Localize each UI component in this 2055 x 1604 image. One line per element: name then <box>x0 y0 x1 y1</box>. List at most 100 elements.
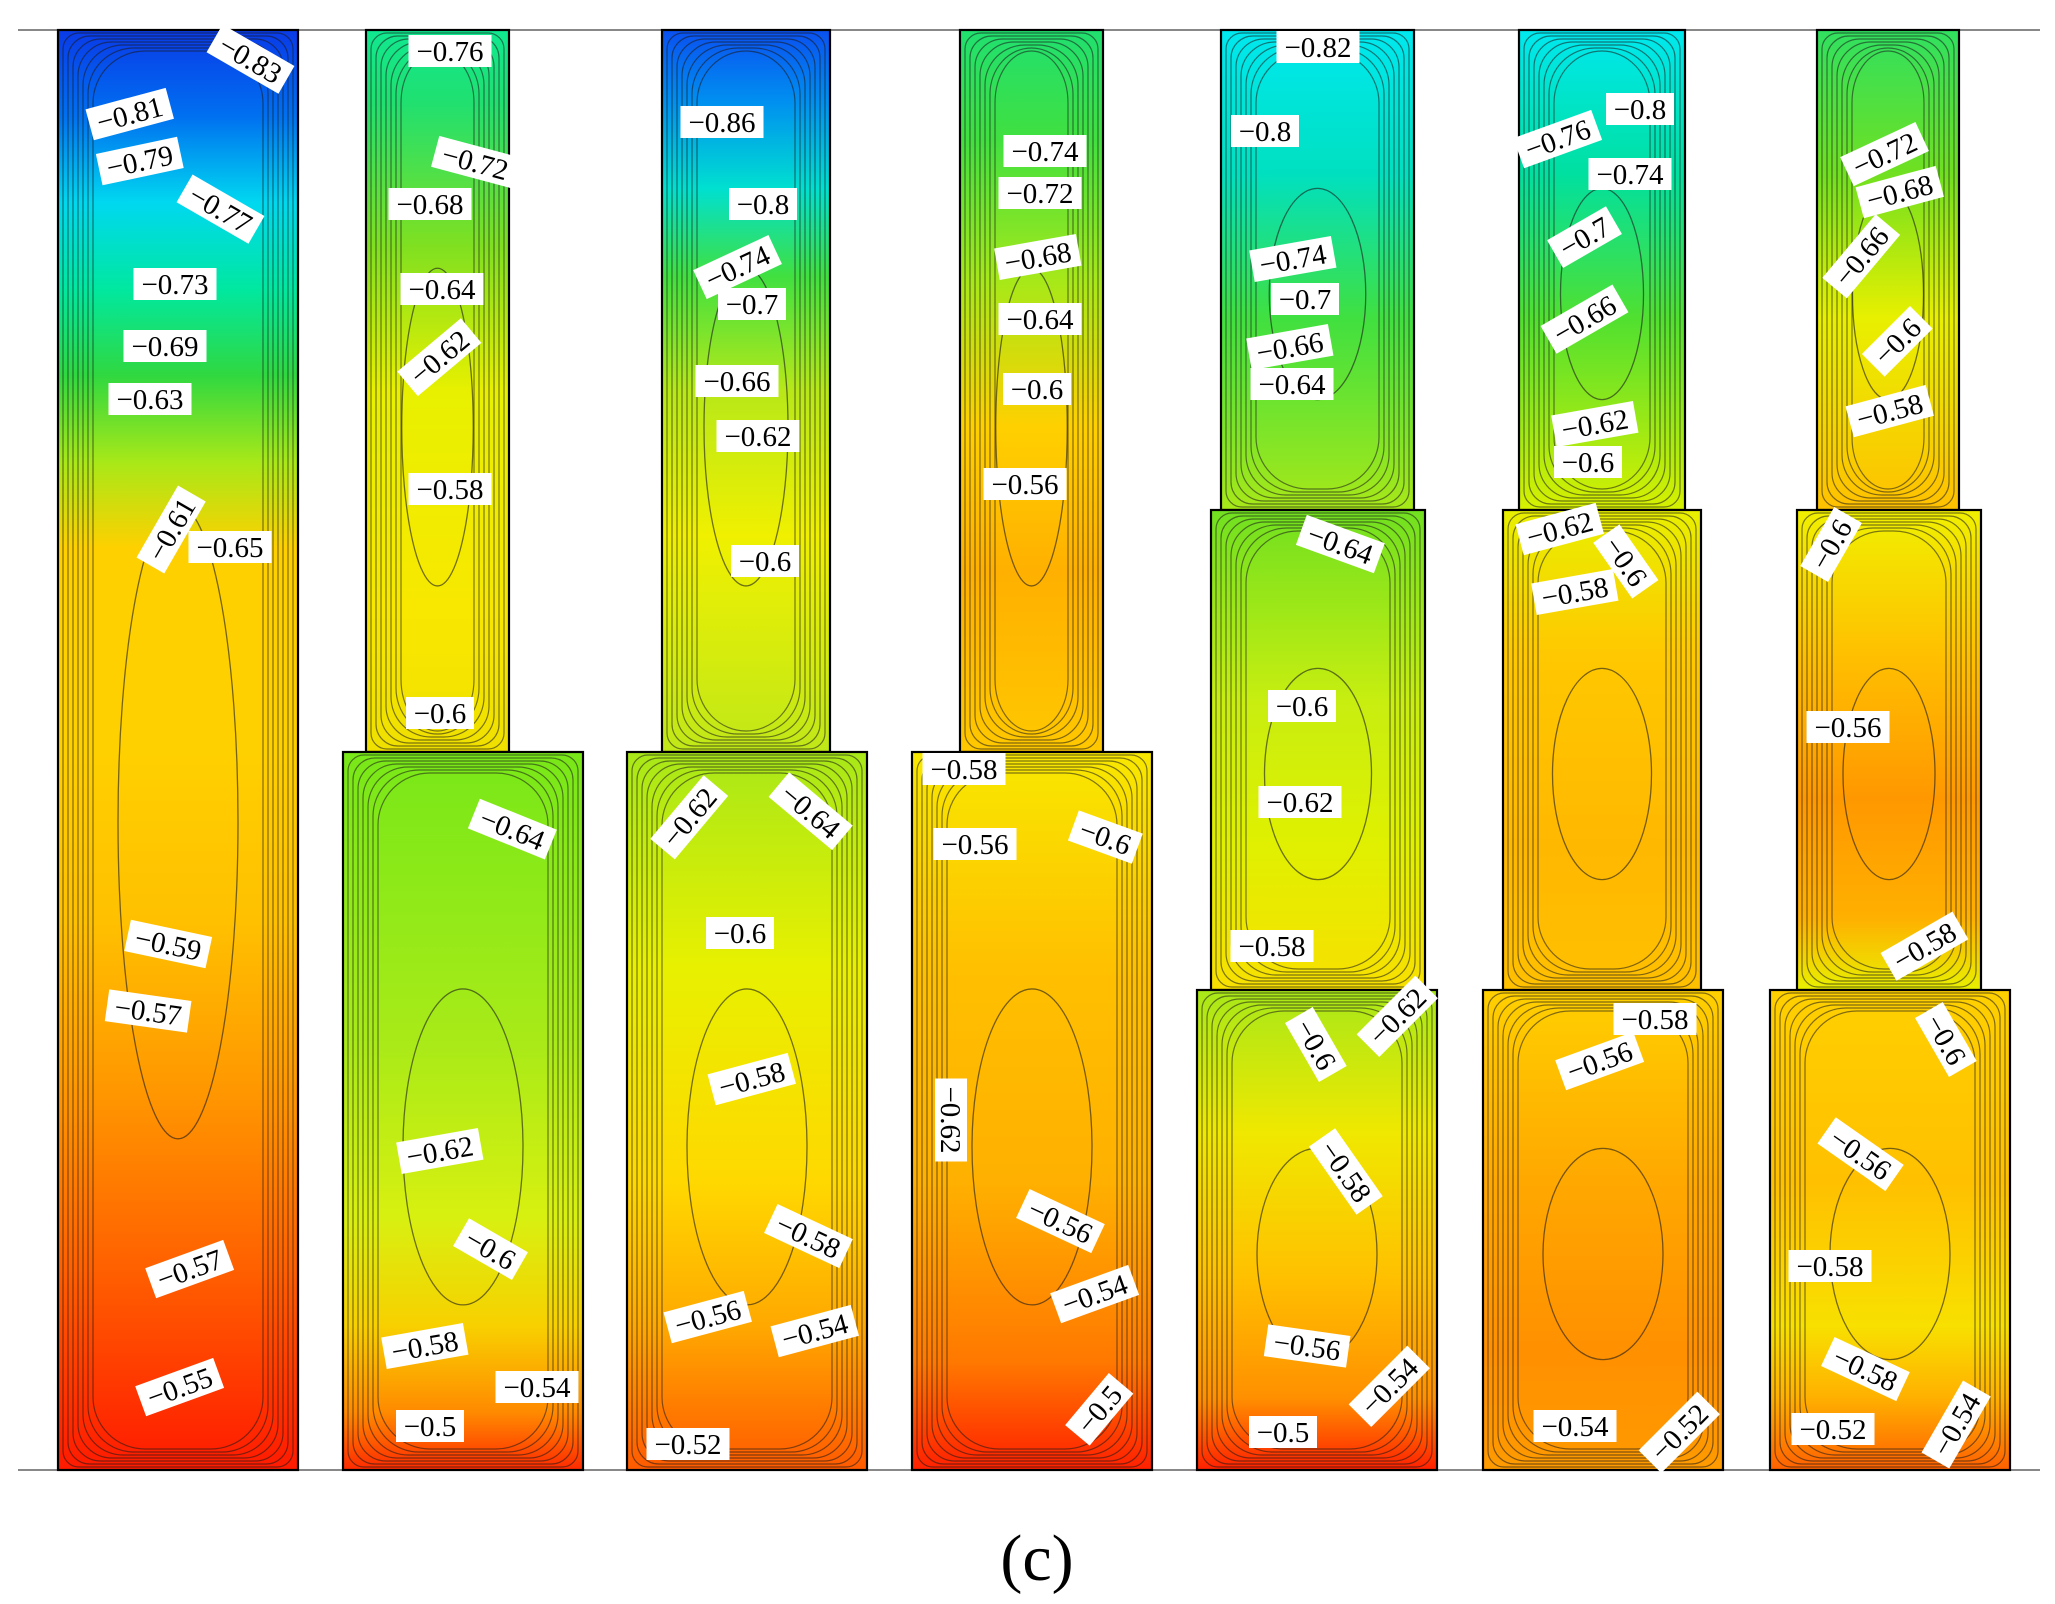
contour-label-value: −0.56 <box>991 469 1058 501</box>
panel-7-contour-line <box>1779 995 2001 1465</box>
panel-2-border <box>341 750 585 1472</box>
contour-label-bg <box>1791 1413 1875 1445</box>
contour-label-bg <box>467 798 557 860</box>
contour-label: −0.74 <box>1003 135 1087 168</box>
contour-label-bg <box>1356 975 1438 1057</box>
contour-label-bg <box>1003 135 1087 167</box>
contour-label-value: −0.8 <box>737 189 790 221</box>
panel-6-contour-line <box>1497 998 1709 1462</box>
contour-label-bg <box>646 1428 730 1460</box>
contour-label: −0.6 <box>1268 690 1336 723</box>
contour-label-bg <box>396 1410 464 1442</box>
contour-label-bg <box>718 288 786 320</box>
contour-label-bg <box>123 330 207 362</box>
contour-label-bg <box>135 1357 225 1417</box>
contour-label-bg <box>1638 1391 1720 1473</box>
panel-4-contour-line <box>984 44 1079 738</box>
contour-label: −0.64 <box>998 303 1082 336</box>
panel-4-contour-line <box>974 38 1089 744</box>
contour-label-bg <box>1817 1117 1904 1192</box>
contour-label-bg <box>1348 1345 1430 1427</box>
panel-7-contour-line <box>1811 518 1967 982</box>
contour-label-bg <box>716 420 800 452</box>
contour-label-bg <box>1915 1002 1977 1077</box>
contour-label: −0.8 <box>1231 115 1299 148</box>
panel-5-contour-line <box>1201 992 1433 1468</box>
contour-label-value: −0.54 <box>503 1372 571 1404</box>
panel-5-contour-line <box>1221 1004 1413 1456</box>
contour-label-value: −0.72 <box>1006 178 1073 210</box>
panel-3-contour-line <box>651 766 843 1456</box>
contour-label: −0.54 <box>1533 1410 1617 1443</box>
contour-label-value: −0.76 <box>416 36 483 68</box>
panel-1-contour-line <box>87 47 269 1453</box>
panel-4-contour-line <box>969 35 1094 747</box>
contour-label-bg <box>1271 283 1339 315</box>
contour-label-value: −0.6 <box>739 546 792 578</box>
contour-label: −0.73 <box>133 268 217 301</box>
contour-label-bg <box>1845 384 1934 438</box>
contour-label-bg <box>693 235 782 300</box>
contour-label-bg <box>176 174 265 244</box>
contour-label: −0.5 <box>1249 1416 1317 1449</box>
contour-label: −0.58 <box>922 753 1006 786</box>
contour-label-bg <box>206 24 295 94</box>
contour-label-value: −0.82 <box>1284 32 1351 64</box>
contour-label-value: −0.7 <box>726 289 779 321</box>
panel-6-contour-line <box>1512 1007 1694 1453</box>
contour-label-bg <box>1067 810 1143 864</box>
contour-label-bg <box>400 273 484 305</box>
panel-7-contour-line <box>1826 35 1950 505</box>
panel-3-contour-line <box>691 47 801 735</box>
contour-label-bg <box>188 531 272 563</box>
contour-label-bg <box>1268 690 1336 722</box>
contour-label-value: −0.52 <box>1799 1414 1866 1446</box>
contour-label-value: −0.7 <box>1279 284 1332 316</box>
contour-label: −0.52 <box>1791 1413 1875 1446</box>
contour-label-bg <box>1003 373 1071 405</box>
contour-label: −0.5 <box>396 1410 464 1443</box>
panel-6-contour-line <box>1522 521 1682 979</box>
panel-5-border <box>1195 988 1439 1472</box>
contour-label-bg <box>1800 507 1862 582</box>
contour-label-bg <box>1231 115 1299 147</box>
panel-5-contour-line <box>1215 512 1421 988</box>
panel-6-contour-line <box>1517 518 1687 982</box>
contour-label-value: −0.74 <box>1011 136 1079 168</box>
contour-label-bg <box>1263 1324 1351 1368</box>
contour-label-value: −0.6 <box>1276 691 1329 723</box>
contour-label-bg <box>1861 305 1933 377</box>
contour-label-bg <box>922 753 1006 785</box>
contour-label-bg <box>729 188 797 220</box>
contour-label-bg <box>104 989 192 1033</box>
contour-label-bg <box>95 136 184 186</box>
contour-label-value: −0.62 <box>934 1086 966 1153</box>
contour-label-bg <box>1016 1189 1105 1254</box>
contour-label-bg <box>388 188 472 220</box>
contour-label-value: −0.8 <box>1614 94 1667 126</box>
panel-7-contour-line <box>1816 521 1962 979</box>
panel-1-contour-line <box>72 38 284 1462</box>
contour-label-bg <box>768 772 853 851</box>
contour-label-bg <box>408 473 492 505</box>
contour-label: −0.64 <box>1250 368 1334 401</box>
panel-1-border <box>56 28 300 1472</box>
contour-label: −0.64 <box>400 273 484 306</box>
contour-label-value: −0.66 <box>703 366 770 398</box>
contour-label: −0.52 <box>646 1428 730 1461</box>
panel-7-contour-line <box>1831 530 1947 970</box>
contour-label-value: −0.6 <box>414 698 467 730</box>
contour-label-bg <box>1821 1337 1910 1402</box>
contour-label-bg <box>983 468 1067 500</box>
contour-label-bg <box>1880 911 1969 981</box>
contour-label: −0.76 <box>408 35 492 68</box>
panel-3-contour-line <box>686 44 806 738</box>
contour-label-value: −0.5 <box>1257 1417 1310 1449</box>
panel-6-contour-line <box>1492 995 1714 1465</box>
contour-label: −0.6 <box>706 917 774 950</box>
panel-1-contour-line <box>67 35 289 1465</box>
contour-label-value: −0.6 <box>714 918 767 950</box>
contour-label: −0.66 <box>695 365 779 398</box>
contour-label: −0.65 <box>188 531 272 564</box>
panel-4-contour-line <box>921 757 1143 1465</box>
